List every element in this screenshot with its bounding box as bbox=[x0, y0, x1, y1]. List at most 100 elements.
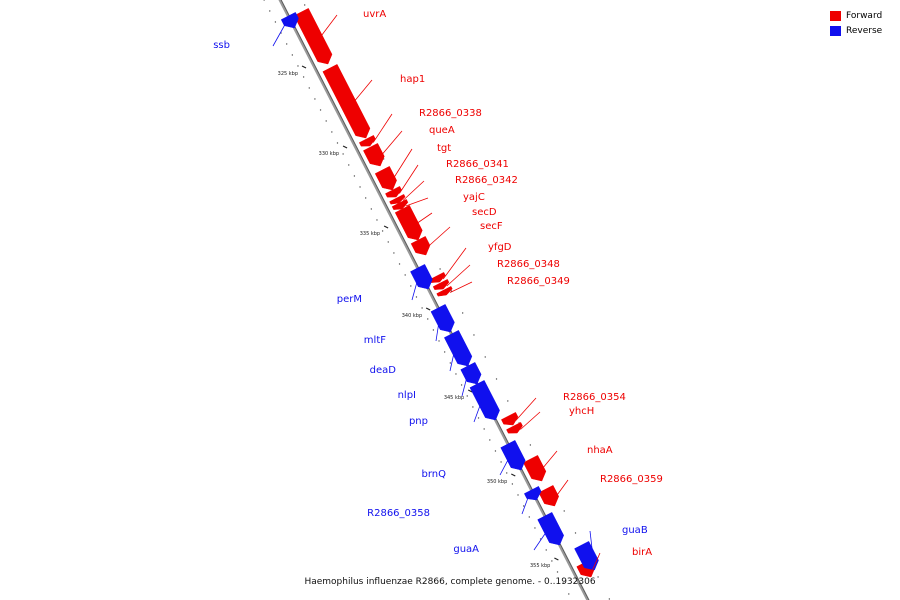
gene-label-pnp[interactable]: pnp bbox=[409, 416, 428, 427]
scale-dot bbox=[393, 252, 395, 254]
tick-label: 355 kbp bbox=[530, 563, 550, 569]
gene-R2866_0359[interactable] bbox=[538, 485, 559, 507]
scale-dot bbox=[432, 329, 435, 331]
gene-label-R2866_0349[interactable]: R2866_0349 bbox=[507, 276, 570, 287]
scale-ticks: 325 kbp 330 kbp 335 kbp 340 kbp 345 kbp 350 k… bbox=[278, 65, 559, 569]
gene-label-uvrA[interactable]: uvrA bbox=[363, 9, 386, 20]
tick-label: 325 kbp bbox=[278, 71, 298, 77]
gene-labels: uvrA hap1 R2866_0338 queA tgt R2866_0341 R2866… bbox=[213, 9, 663, 571]
gene-R2866_0354[interactable] bbox=[501, 412, 519, 426]
scale-dot bbox=[529, 444, 532, 446]
tick-label: 345 kbp bbox=[444, 395, 464, 401]
leader-line bbox=[449, 281, 473, 293]
gene-yhcH[interactable] bbox=[506, 422, 523, 434]
leader-line bbox=[592, 552, 601, 571]
tick-label: 340 kbp bbox=[402, 313, 422, 319]
tick-label: 350 kbp bbox=[487, 479, 507, 485]
scale-dot bbox=[274, 21, 277, 23]
gene-label-secD[interactable]: secD bbox=[472, 207, 497, 218]
scale-dot bbox=[308, 87, 310, 89]
leader-line bbox=[435, 319, 440, 342]
scale-dot bbox=[522, 505, 525, 507]
gene-R2866_0358[interactable] bbox=[523, 486, 542, 501]
gene-label-nlpI[interactable]: nlpI bbox=[398, 390, 416, 401]
gene-uvrA[interactable] bbox=[293, 8, 333, 65]
gene-R2866_0342[interactable] bbox=[389, 194, 406, 205]
scale-dot bbox=[353, 175, 356, 177]
gene-nhaA[interactable] bbox=[523, 455, 547, 482]
scale-dot bbox=[477, 417, 480, 419]
leader-line bbox=[380, 130, 403, 157]
gene-R2866_0338[interactable] bbox=[358, 135, 376, 147]
gene-brnQ[interactable] bbox=[500, 440, 526, 471]
legend-reverse[interactable]: Reverse bbox=[830, 23, 900, 38]
gene-ssb[interactable] bbox=[280, 12, 299, 29]
gene-label-R2866_0354[interactable]: R2866_0354 bbox=[563, 392, 626, 403]
gene-R2866_0349[interactable] bbox=[436, 286, 453, 297]
scale-dot bbox=[297, 65, 299, 67]
tick-mark bbox=[301, 65, 307, 69]
gene-R2866_0341[interactable] bbox=[385, 186, 402, 198]
leader-line bbox=[589, 530, 594, 558]
gene-label-secF[interactable]: secF bbox=[480, 221, 503, 232]
tick-label: 335 kbp bbox=[360, 231, 380, 237]
gene-label-R2866_0342[interactable]: R2866_0342 bbox=[455, 175, 518, 186]
gene-deaD[interactable] bbox=[443, 330, 473, 367]
gene-label-R2866_0341[interactable]: R2866_0341 bbox=[446, 159, 509, 170]
leader-line bbox=[372, 113, 393, 143]
gene-label-brnQ[interactable]: brnQ bbox=[422, 469, 447, 480]
gene-secF[interactable] bbox=[410, 236, 431, 256]
gene-label-mltF[interactable]: mltF bbox=[364, 335, 386, 346]
scale-dot bbox=[285, 43, 288, 45]
gene-hap1[interactable] bbox=[322, 64, 371, 139]
scale-dot bbox=[410, 285, 412, 287]
gene-label-guaB[interactable]: guaB bbox=[622, 525, 648, 536]
gene-label-R2866_0358[interactable]: R2866_0358 bbox=[367, 508, 430, 519]
tick-mark bbox=[511, 473, 516, 477]
gene-label-hap1[interactable]: hap1 bbox=[400, 74, 425, 85]
gene-label-R2866_0338[interactable]: R2866_0338 bbox=[419, 108, 482, 119]
scale-dot bbox=[568, 593, 570, 595]
scale-dot bbox=[319, 109, 322, 111]
forward-swatch-icon bbox=[830, 10, 841, 21]
leader-line bbox=[392, 148, 413, 181]
gene-label-deaD[interactable]: deaD bbox=[370, 365, 397, 376]
gene-label-ssb[interactable]: ssb bbox=[213, 40, 230, 51]
gene-yajC[interactable] bbox=[391, 199, 409, 210]
scale-dot bbox=[336, 142, 339, 144]
leader-line bbox=[473, 401, 482, 423]
gene-guaB[interactable] bbox=[574, 541, 599, 571]
scale-dot bbox=[563, 510, 565, 512]
gene-queA[interactable] bbox=[363, 143, 385, 167]
gene-tgt[interactable] bbox=[374, 166, 397, 191]
scale-dot bbox=[484, 356, 486, 358]
gene-label-yajC[interactable]: yajC bbox=[463, 192, 485, 203]
tick-mark bbox=[467, 389, 473, 393]
genome-backbone bbox=[278, 0, 590, 600]
leader-line bbox=[415, 212, 433, 225]
gene-secD[interactable] bbox=[394, 205, 423, 241]
leader-line bbox=[521, 494, 530, 515]
tick-mark bbox=[554, 557, 559, 561]
scale-dot bbox=[483, 428, 485, 430]
gene-label-perM[interactable]: perM bbox=[337, 294, 362, 305]
gene-label-birA[interactable]: birA bbox=[632, 547, 652, 558]
gene-mltF[interactable] bbox=[430, 304, 455, 333]
scale-dot bbox=[376, 219, 378, 221]
gene-label-yfgD[interactable]: yfgD bbox=[488, 242, 512, 253]
gene-label-R2866_0348[interactable]: R2866_0348 bbox=[497, 259, 560, 270]
gene-guaA[interactable] bbox=[537, 512, 564, 546]
gene-yfgD[interactable] bbox=[429, 272, 446, 283]
gene-pnp[interactable] bbox=[469, 380, 500, 421]
gene-label-nhaA[interactable]: nhaA bbox=[587, 445, 613, 456]
gene-label-yhcH[interactable]: yhcH bbox=[569, 406, 594, 417]
gene-nlpI[interactable] bbox=[460, 362, 482, 385]
gene-R2866_0348[interactable] bbox=[432, 279, 450, 290]
gene-label-R2866_0359[interactable]: R2866_0359 bbox=[600, 474, 663, 485]
gene-label-queA[interactable]: queA bbox=[429, 125, 455, 136]
gene-perM[interactable] bbox=[410, 264, 433, 290]
gene-label-guaA[interactable]: guaA bbox=[453, 544, 479, 555]
legend-forward[interactable]: Forward bbox=[830, 8, 900, 23]
gene-label-tgt[interactable]: tgt bbox=[437, 143, 451, 154]
